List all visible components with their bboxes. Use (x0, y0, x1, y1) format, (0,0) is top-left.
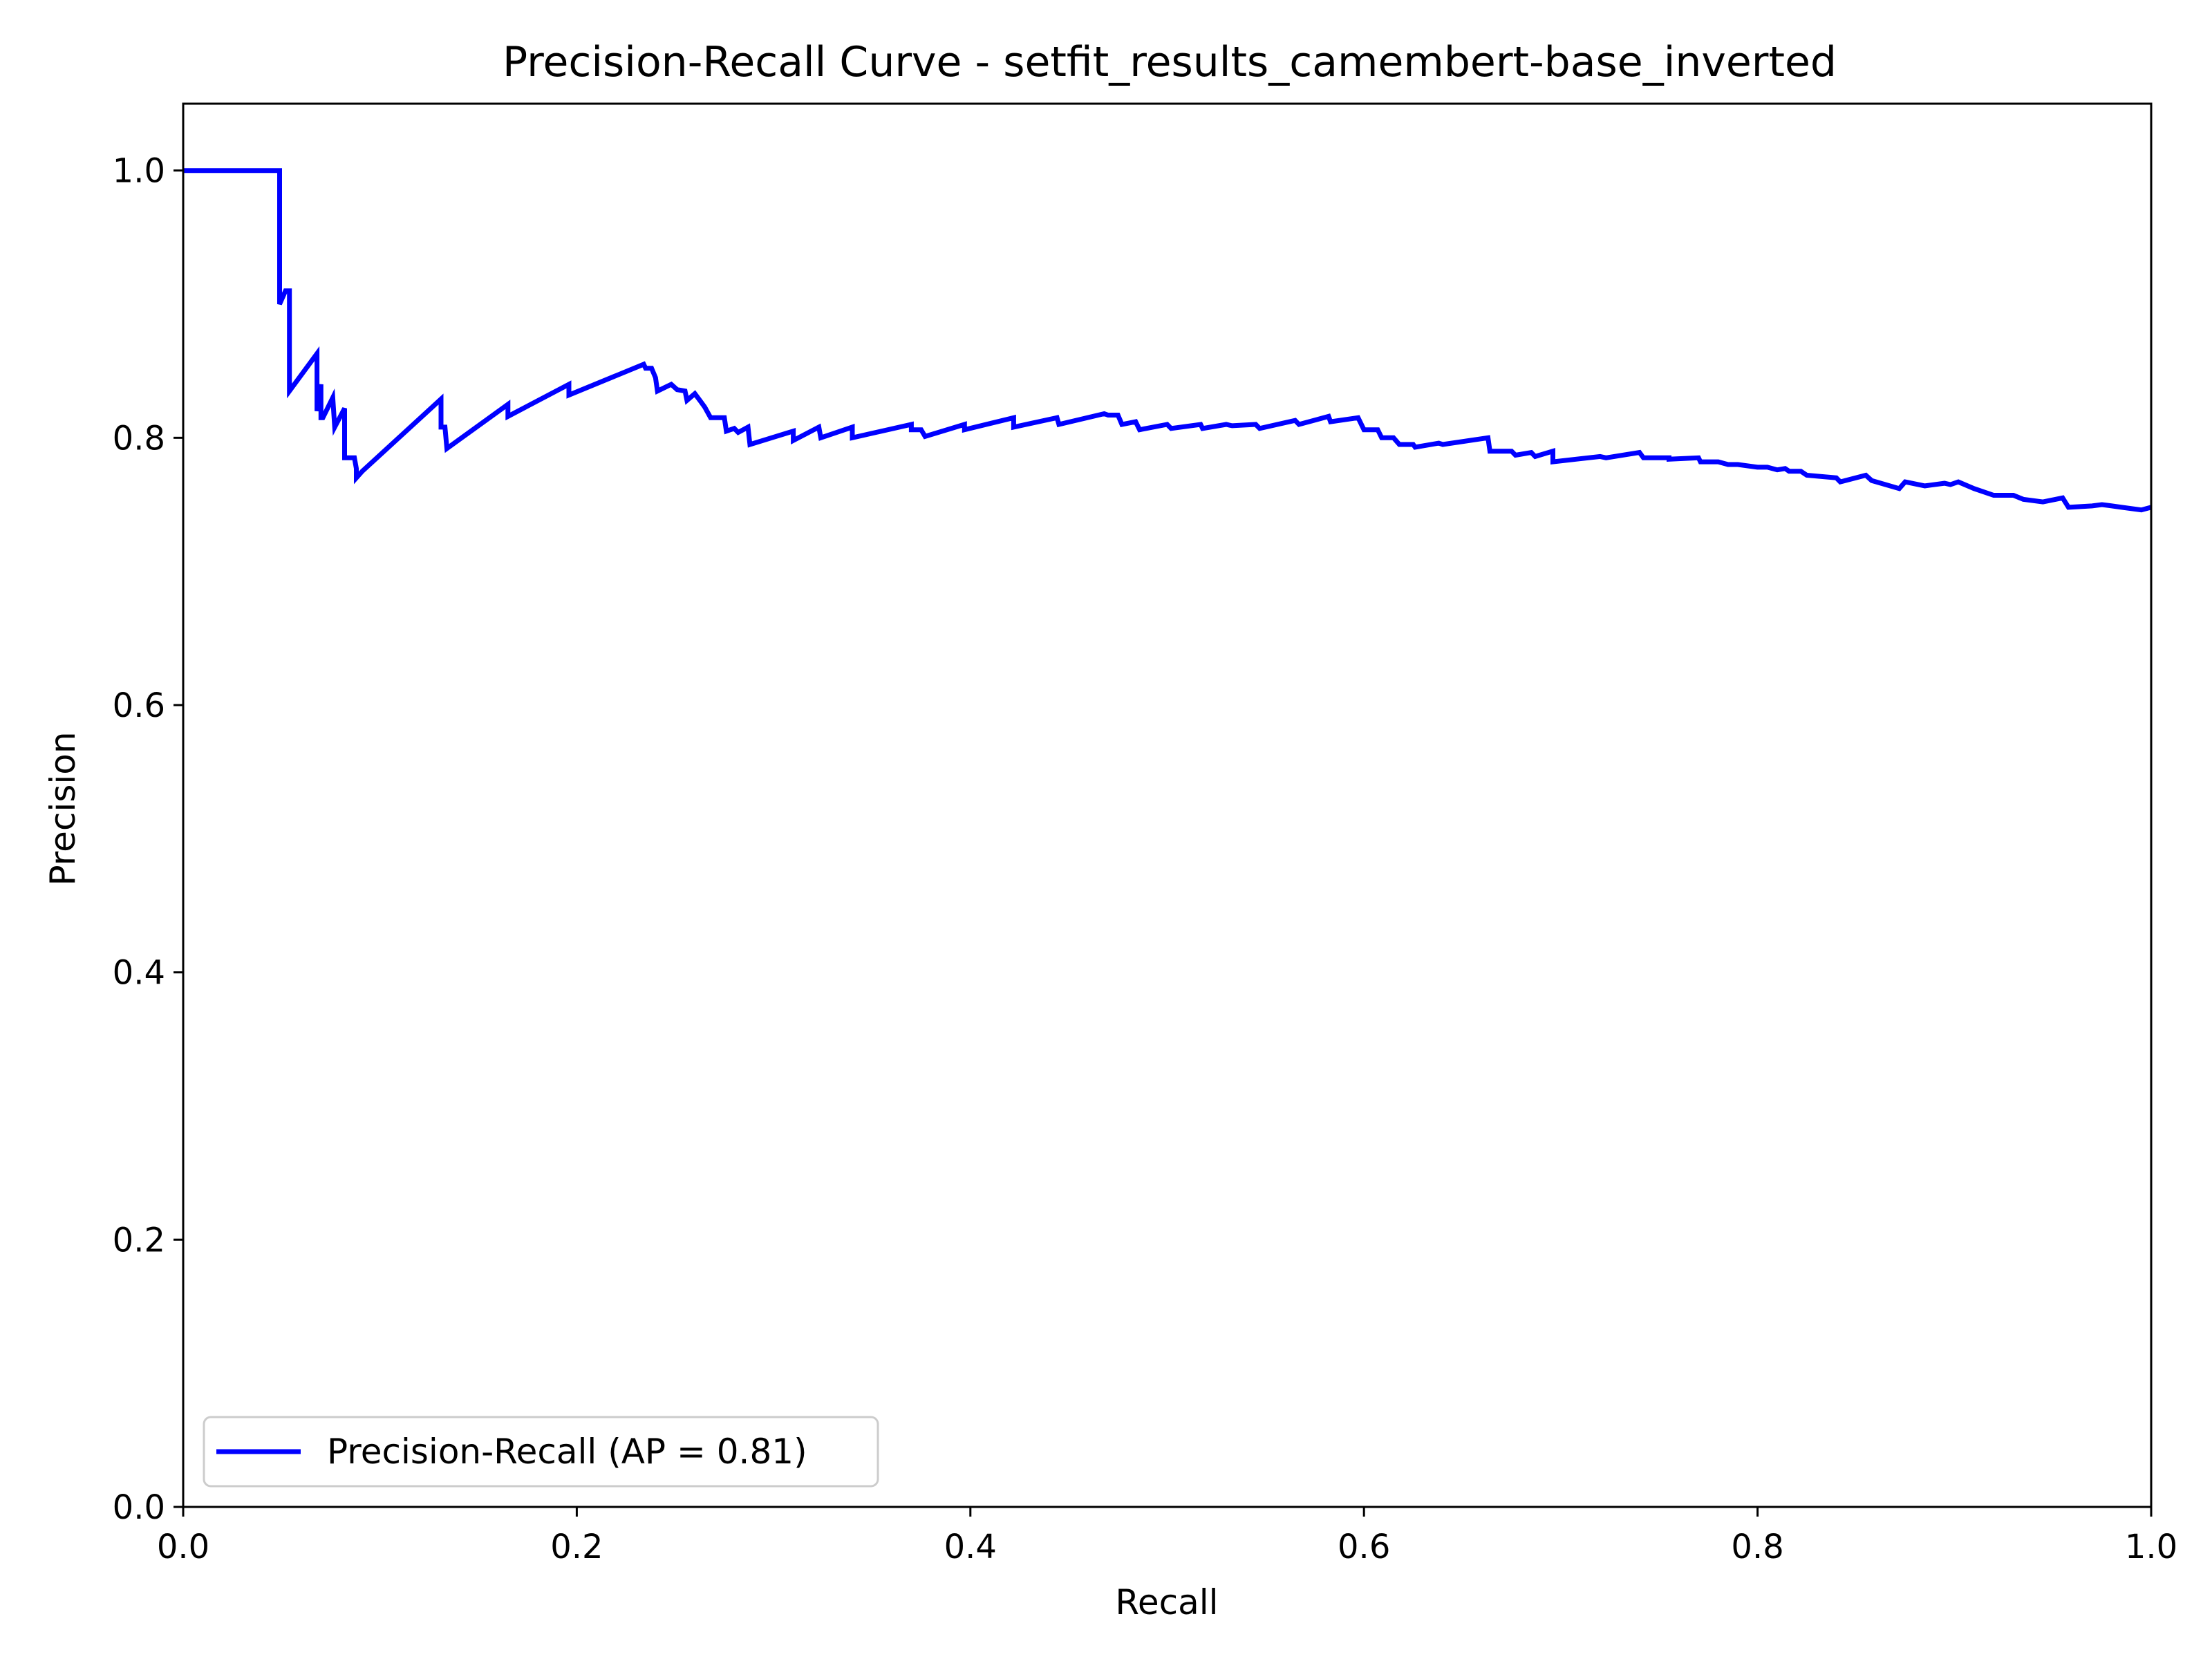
y-tick-label: 0.6 (113, 686, 165, 725)
x-tick-label: 0.2 (550, 1528, 603, 1566)
x-tick-label: 0.0 (157, 1528, 209, 1566)
series-line-0 (183, 168, 2152, 513)
y-axis-ticks: 0.0 0.2 0.4 0.6 0.8 1.0 (113, 152, 183, 1527)
x-tick-label: 0.4 (944, 1528, 997, 1566)
data-layer (183, 168, 2152, 513)
x-tick-label: 0.6 (1338, 1528, 1390, 1566)
x-tick-label: 0.8 (1731, 1528, 1783, 1566)
plot-frame (182, 102, 2153, 1508)
y-tick-label: 0.0 (113, 1488, 165, 1527)
y-axis-label: Precision (43, 731, 83, 885)
x-axis-ticks: 0.0 0.2 0.4 0.6 0.8 1.0 (157, 1507, 2177, 1566)
plot-area (182, 102, 2153, 1508)
x-axis-label: Recall (1115, 1582, 1218, 1622)
legend-label: Precision-Recall (AP = 0.81) (327, 1432, 807, 1472)
chart-title: Precision-Recall Curve - setfit_results_… (503, 38, 1837, 86)
plot-background (183, 104, 2151, 1507)
legend: Precision-Recall (AP = 0.81) (203, 1416, 879, 1488)
legend-box (203, 1416, 879, 1488)
y-tick-label: 0.4 (113, 954, 165, 993)
x-tick-label: 1.0 (2125, 1528, 2177, 1566)
y-tick-label: 1.0 (113, 152, 165, 191)
y-tick-label: 0.8 (113, 419, 165, 458)
y-tick-label: 0.2 (113, 1221, 165, 1259)
